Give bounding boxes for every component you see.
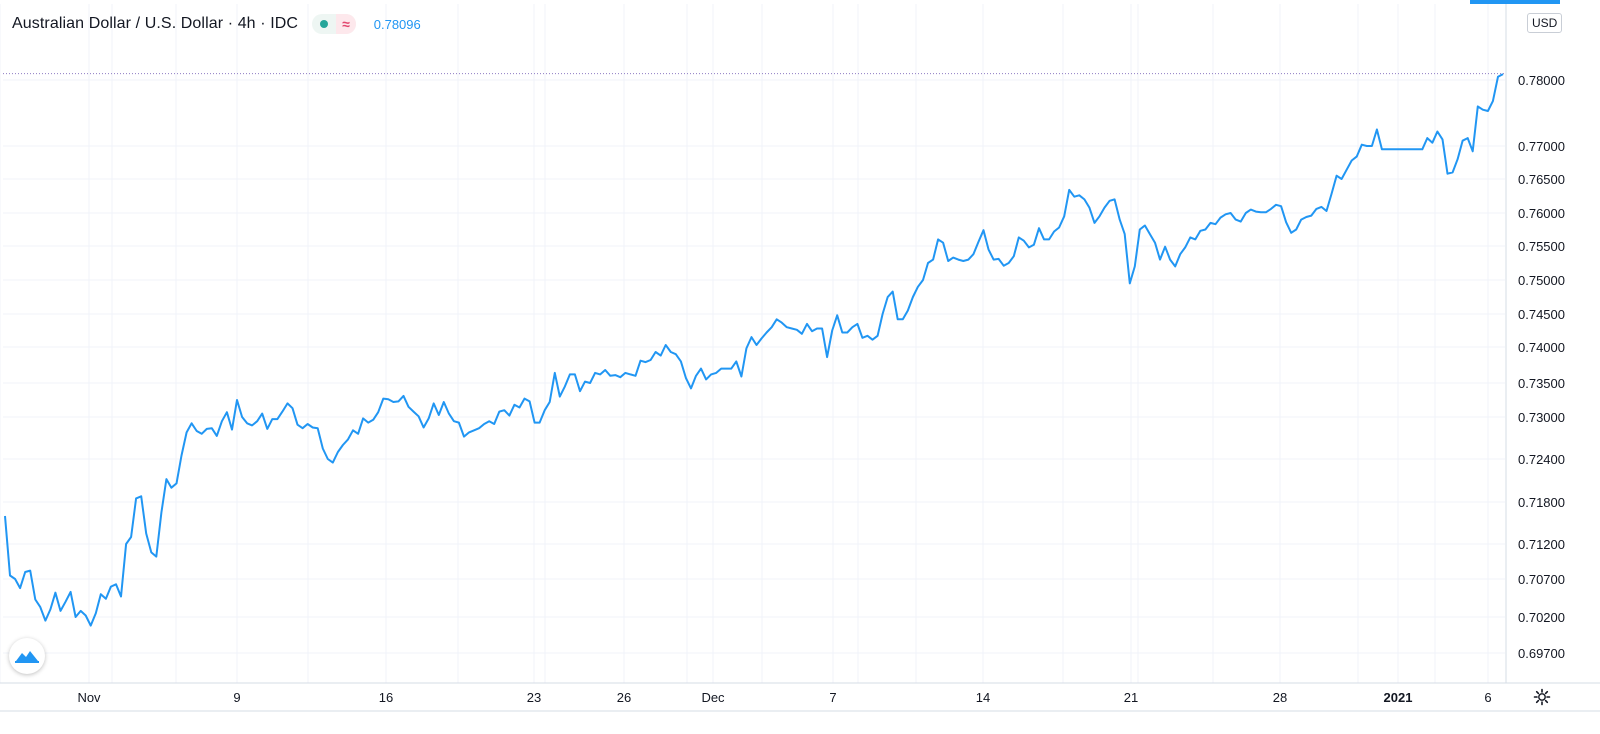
price-tick-label: 0.77000 <box>1518 139 1565 154</box>
price-tick-label: 0.71200 <box>1518 537 1565 552</box>
price-tick-label: 0.78000 <box>1518 73 1565 88</box>
time-tick-label: 2021 <box>1384 690 1413 705</box>
price-tick-label: 0.75000 <box>1518 273 1565 288</box>
price-tick-label: 0.75500 <box>1518 239 1565 254</box>
price-tick-label: 0.76500 <box>1518 172 1565 187</box>
symbol-title: Australian Dollar / U.S. Dollar · 4h · I… <box>12 15 299 32</box>
price-tick-label: 0.70200 <box>1518 610 1565 625</box>
currency-button[interactable]: USD <box>1527 13 1563 33</box>
tradingview-logo-icon[interactable] <box>9 638 45 674</box>
time-tick-label: 16 <box>379 690 393 705</box>
price-tick-label: 0.73500 <box>1518 376 1565 391</box>
price-tick-label: 0.71800 <box>1518 495 1565 510</box>
price-tick-label: 0.74500 <box>1518 307 1565 322</box>
time-tick-label: 9 <box>233 690 240 705</box>
time-tick-label: 28 <box>1273 690 1287 705</box>
price-tick-label: 0.73000 <box>1518 410 1565 425</box>
series-layer <box>3 73 1505 627</box>
market-open-dot-icon <box>320 20 329 28</box>
gear-icon[interactable] <box>1531 686 1553 708</box>
time-tick-label: 23 <box>527 690 541 705</box>
time-tick-label: 14 <box>976 690 990 705</box>
price-tick-label: 0.72400 <box>1518 452 1565 467</box>
price-tick-label: 0.69700 <box>1518 646 1565 661</box>
time-tick-label: Dec <box>701 690 725 705</box>
delayed-data-icon: ≈ <box>336 14 356 34</box>
market-status-pill[interactable]: ≈ <box>312 14 356 34</box>
series-legend[interactable]: Australian Dollar / U.S. Dollar · 4h · I… <box>12 13 421 35</box>
time-tick-label: 26 <box>617 690 631 705</box>
grid <box>0 4 1505 683</box>
price-tick-label: 0.74000 <box>1518 340 1565 355</box>
price-tick-label: 0.76000 <box>1518 206 1565 221</box>
price-tick-label: 0.70700 <box>1518 572 1565 587</box>
price-axis[interactable]: 0.78000 0.77000 0.76500 0.76000 0.75500 0.750… <box>1505 0 1565 683</box>
time-axis[interactable]: Nov 9 16 23 26 Dec 7 14 21 28 2021 6 <box>0 682 1600 712</box>
time-tick-label: 7 <box>829 690 836 705</box>
time-tick-label: Nov <box>77 690 101 705</box>
last-value: 0.78096 <box>373 16 421 32</box>
top-toolbar-indicator <box>1470 0 1560 4</box>
series-line <box>4 73 1504 627</box>
time-tick-label: 21 <box>1124 690 1138 705</box>
time-tick-label: 6 <box>1484 690 1491 705</box>
